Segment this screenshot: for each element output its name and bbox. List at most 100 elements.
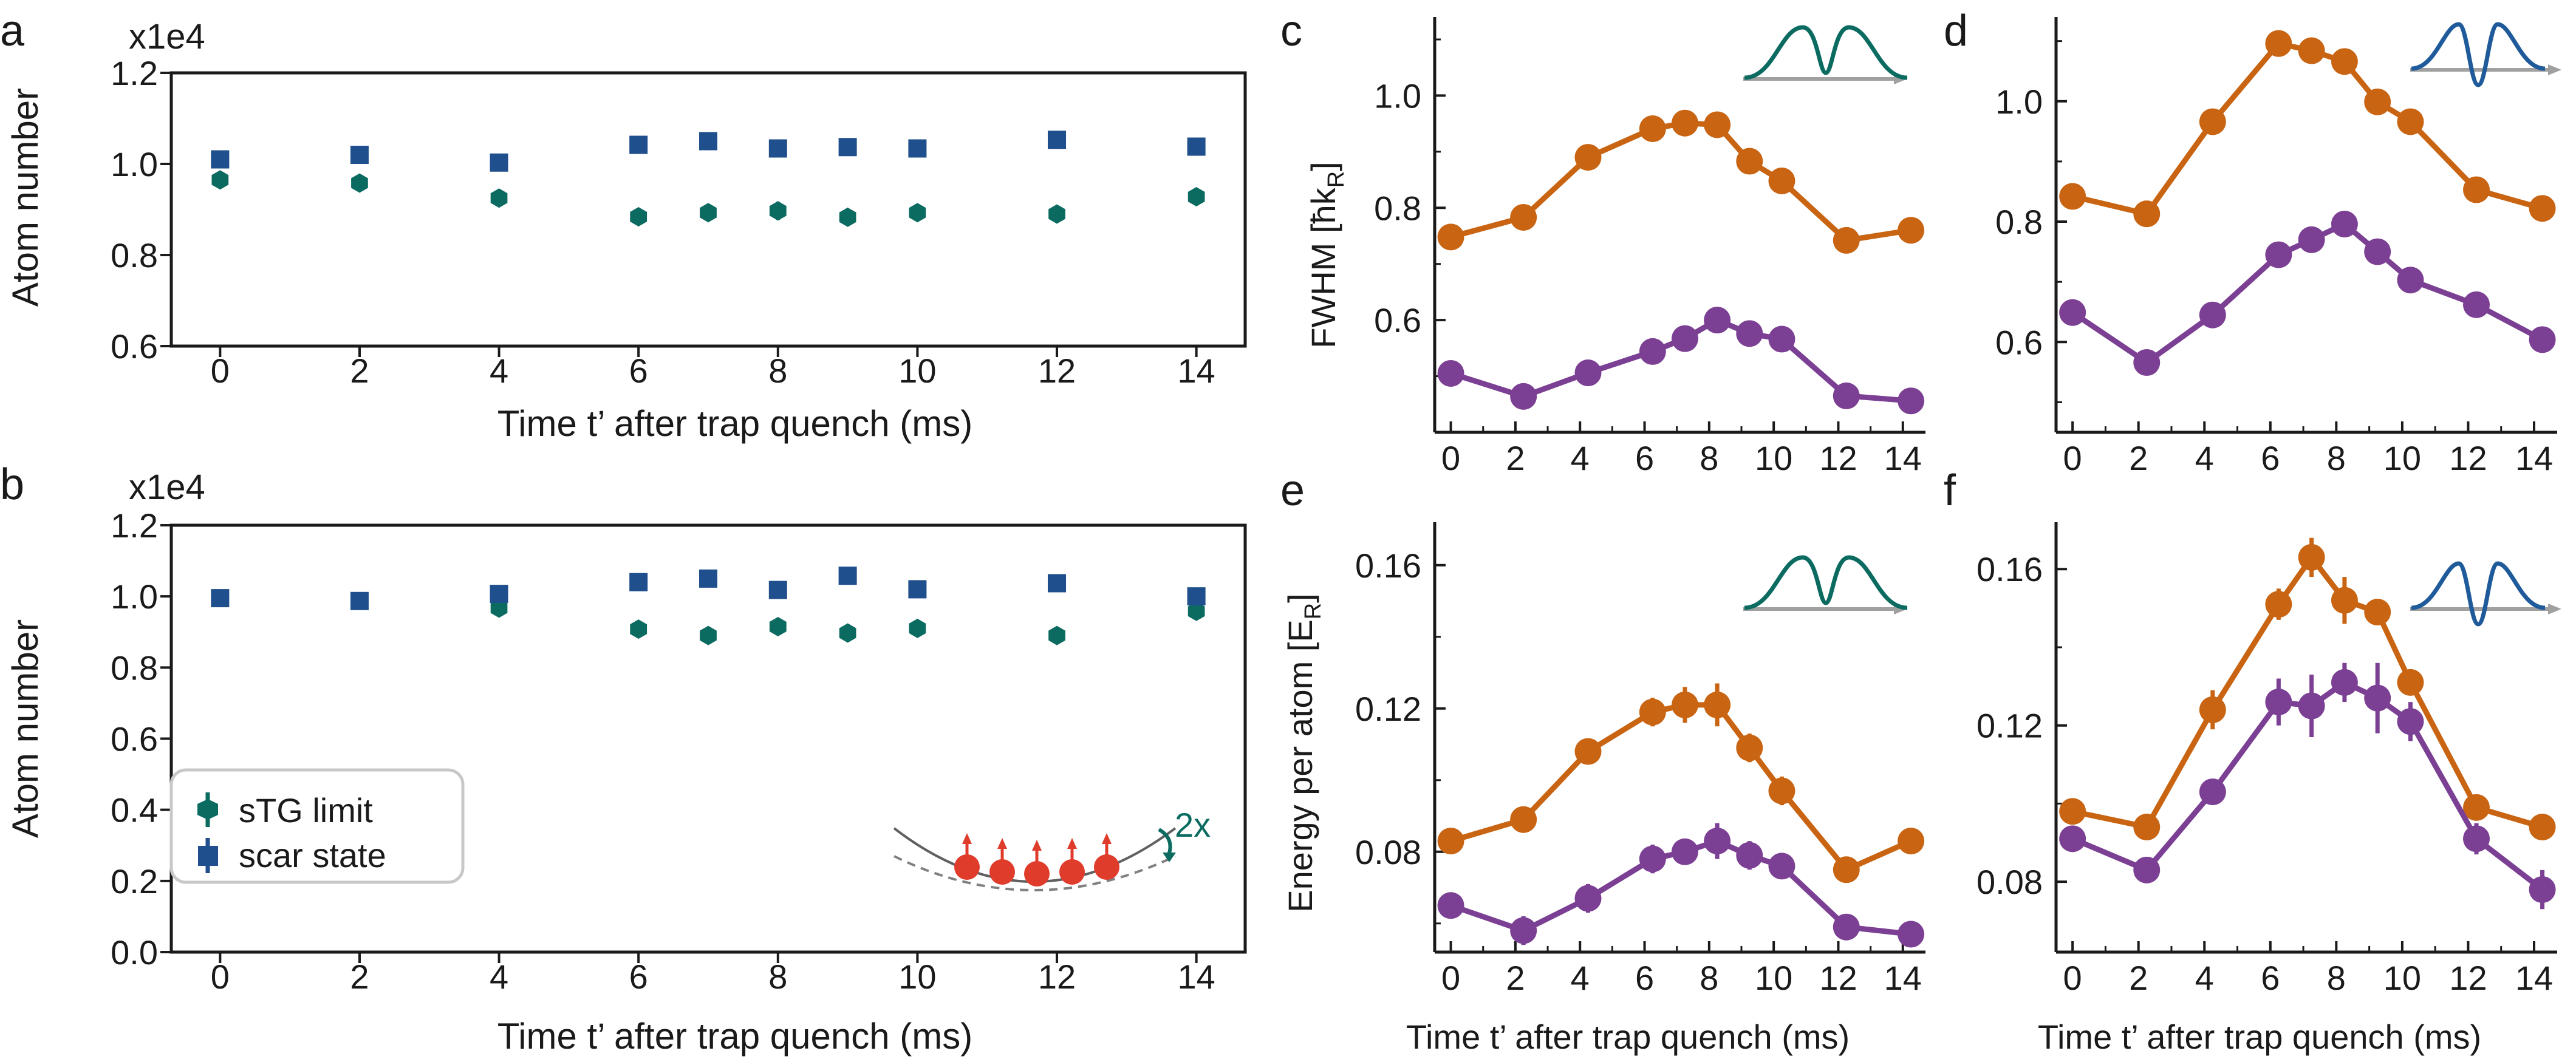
atom-spin-5 xyxy=(1094,833,1119,880)
y-tick-label-f-0: 0.08 xyxy=(1976,863,2043,901)
x-tick-label-b-6: 12 xyxy=(1038,958,1076,996)
point-d-purple-1 xyxy=(2133,349,2161,376)
point-a-scar state-7 xyxy=(908,139,927,158)
xlabel-a: Time t’ after trap quench (ms) xyxy=(497,403,972,444)
x-tick-label-b-7: 14 xyxy=(1177,958,1215,996)
y-tick-label-b-2: 0.4 xyxy=(111,791,158,829)
point-a-scar state-2 xyxy=(490,153,508,172)
point-e-purple-6 xyxy=(1736,842,1763,869)
legend-square-icon xyxy=(198,846,218,866)
legend-label-scar: scar state xyxy=(239,836,386,874)
point-c-purple-9 xyxy=(1898,387,1925,415)
x-tick-label-d-1: 2 xyxy=(2129,439,2148,477)
x-tick-label-f-7: 14 xyxy=(2515,959,2553,997)
point-c-purple-2 xyxy=(1574,359,1602,387)
x-tick-label-e-4: 8 xyxy=(1700,959,1718,997)
x-tick-label-e-0: 0 xyxy=(1441,959,1460,997)
series-line-c-orange xyxy=(1450,120,1912,243)
point-d-orange-0 xyxy=(2059,183,2086,210)
point-d-purple-9 xyxy=(2529,326,2556,353)
x-tick-label-e-1: 2 xyxy=(1506,959,1525,997)
series-line-c-purple xyxy=(1450,317,1912,404)
point-e-orange-5 xyxy=(1704,691,1731,718)
point-b-scar state-0 xyxy=(211,589,230,608)
y-tick-label-b-0: 0.0 xyxy=(111,933,158,972)
double-peak-icon xyxy=(1743,555,1908,614)
x-tick-label-e-3: 6 xyxy=(1635,959,1654,997)
multiplier-b: x1e4 xyxy=(129,468,205,507)
point-d-purple-4 xyxy=(2298,226,2325,253)
y-tick-label-b-1: 0.2 xyxy=(111,862,158,900)
panel-label-f: f xyxy=(1944,466,1956,515)
point-c-orange-0 xyxy=(1437,223,1464,251)
panel-e: e 0 2 4 6 8 10 12 14 0.08 0.12 0.16 Time t’ after … xyxy=(1280,466,1925,1056)
point-c-orange-5 xyxy=(1704,111,1731,138)
point-f-orange-5 xyxy=(2331,587,2358,614)
point-a-scar state-5 xyxy=(768,139,787,158)
series-line-d-purple xyxy=(2071,221,2544,366)
y-tick-label-e-0: 0.08 xyxy=(1355,833,1421,871)
y-tick-label-b-3: 0.6 xyxy=(111,720,158,758)
point-b-scar state-1 xyxy=(350,591,369,610)
point-e-orange-0 xyxy=(1437,828,1464,855)
series-line-e-purple xyxy=(1450,838,1912,937)
point-e-orange-6 xyxy=(1736,734,1763,761)
legend: sTG limit scar state xyxy=(169,768,465,884)
point-b-sTG limit-1 xyxy=(630,619,647,639)
legend-hexagon-icon xyxy=(197,799,218,820)
point-e-orange-4 xyxy=(1671,691,1698,718)
point-f-purple-0 xyxy=(2059,825,2086,853)
point-a-sTG limit-7 xyxy=(909,203,926,223)
panel-label-a: a xyxy=(0,7,25,55)
panel-label-c: c xyxy=(1280,7,1302,55)
point-d-purple-2 xyxy=(2199,301,2226,328)
point-f-purple-9 xyxy=(2529,876,2556,904)
x-tick-label-d-7: 14 xyxy=(2515,439,2553,477)
legend-marker-stg xyxy=(197,792,218,827)
point-e-purple-4 xyxy=(1671,838,1698,865)
point-c-purple-7 xyxy=(1768,325,1795,353)
atom-spin-1 xyxy=(954,833,980,880)
x-tick-label-a-0: 0 xyxy=(211,352,230,390)
point-a-sTG limit-5 xyxy=(769,201,787,221)
atom-spin-3 xyxy=(1024,840,1050,887)
point-b-sTG limit-4 xyxy=(839,623,856,643)
point-c-purple-0 xyxy=(1437,359,1464,387)
point-c-purple-3 xyxy=(1639,338,1666,365)
point-e-orange-2 xyxy=(1574,738,1602,765)
x-tick-label-b-4: 8 xyxy=(768,958,787,996)
legend-label-stg: sTG limit xyxy=(239,791,373,829)
inset-factor-label: 2x xyxy=(1175,806,1211,844)
plot-area-d: 0 2 4 6 8 10 12 14 0.6 0.8 1.0 xyxy=(1995,17,2557,477)
point-f-orange-9 xyxy=(2529,814,2556,841)
point-d-orange-8 xyxy=(2463,176,2490,203)
point-e-orange-9 xyxy=(1898,828,1925,855)
point-c-orange-7 xyxy=(1768,167,1795,194)
axes-frame-a xyxy=(169,71,1247,348)
point-e-purple-0 xyxy=(1437,892,1464,919)
dip-peak-icon xyxy=(2410,22,2561,87)
point-d-orange-2 xyxy=(2199,108,2226,135)
point-d-orange-6 xyxy=(2364,88,2391,115)
y-tick-label-b-5: 1.0 xyxy=(111,577,158,616)
x-tick-label-a-7: 14 xyxy=(1177,352,1215,390)
y-tick-label-c-0: 0.6 xyxy=(1374,301,1421,339)
trap-curve-dashed xyxy=(893,855,1176,891)
x-tick-label-e-5: 10 xyxy=(1755,959,1792,997)
point-a-scar state-4 xyxy=(699,132,717,151)
point-c-purple-1 xyxy=(1510,383,1537,410)
point-f-orange-1 xyxy=(2133,814,2161,841)
x-tick-label-a-6: 12 xyxy=(1038,352,1076,390)
panel-label-b: b xyxy=(0,460,24,509)
series-line-d-orange xyxy=(2072,41,2543,217)
x-tick-label-d-5: 10 xyxy=(2383,439,2421,477)
point-c-purple-4 xyxy=(1671,325,1698,352)
legend-marker-scar xyxy=(198,838,218,873)
x-tick-label-f-2: 4 xyxy=(2195,959,2214,997)
plot-area-a: 0 2 4 6 8 10 12 14 0.6 0.8 1.0 1.2 xyxy=(111,54,1247,390)
x-tick-label-a-3: 6 xyxy=(629,352,648,390)
x-tick-label-b-5: 10 xyxy=(898,958,936,996)
point-f-orange-2 xyxy=(2199,696,2226,723)
point-d-orange-3 xyxy=(2265,30,2292,57)
